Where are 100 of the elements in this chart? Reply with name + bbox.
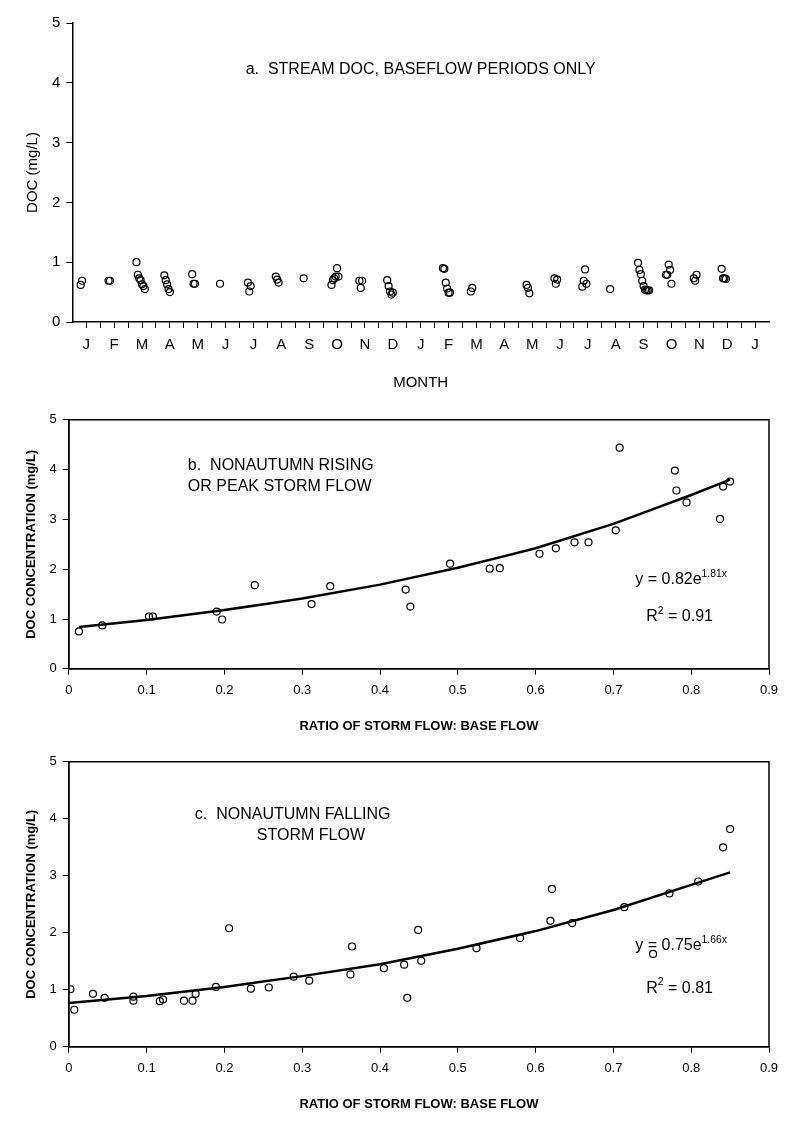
- x-tick-label: 0.8: [682, 682, 701, 698]
- x-tick-label: 0.3: [293, 1060, 312, 1076]
- point: [547, 884, 557, 894]
- x-tick-label: 0.4: [370, 682, 390, 698]
- point: [148, 612, 157, 621]
- point: [635, 265, 644, 275]
- point: [665, 889, 674, 898]
- y-tick-label: 4: [49, 461, 57, 477]
- point: [305, 976, 314, 985]
- point: [546, 916, 555, 925]
- point: [179, 996, 189, 1005]
- point: [553, 275, 562, 284]
- point: [132, 258, 141, 267]
- point: [551, 279, 560, 288]
- point: [356, 283, 365, 293]
- x-tick-label: A: [499, 335, 510, 353]
- point: [715, 514, 725, 523]
- point: [327, 280, 336, 290]
- x-tick-label: 0.7: [604, 682, 623, 698]
- x-tick-label: S: [304, 335, 315, 353]
- point: [403, 993, 412, 1002]
- x-tick-label: M: [525, 335, 539, 353]
- point: [384, 282, 393, 291]
- y-tick-label: 1: [49, 981, 57, 997]
- point: [485, 564, 494, 573]
- point: [664, 260, 673, 269]
- point: [620, 903, 629, 912]
- point: [98, 621, 107, 630]
- x-axis-title: MONTH: [393, 373, 449, 391]
- point: [161, 276, 170, 285]
- point: [578, 282, 587, 291]
- y-axis-title: DOC CONCENTRATION (mg/L): [23, 449, 39, 639]
- point: [726, 477, 735, 486]
- point: [211, 982, 220, 992]
- x-tick-label: J: [82, 335, 91, 353]
- point: [379, 964, 389, 973]
- point: [100, 993, 109, 1002]
- point: [74, 627, 84, 636]
- x-tick-label: N: [693, 335, 705, 353]
- x-tick-label: O: [665, 335, 678, 353]
- x-tick-label: J: [221, 335, 230, 353]
- x-tick-label: 0.7: [604, 1060, 623, 1076]
- x-tick-label: M: [135, 335, 149, 353]
- point: [307, 599, 316, 609]
- point: [495, 564, 504, 573]
- y-axis-title: DOC (mg/L): [23, 132, 41, 213]
- x-tick-label: D: [721, 335, 733, 353]
- point: [719, 843, 728, 852]
- point: [155, 997, 164, 1006]
- point: [522, 280, 531, 290]
- point: [406, 602, 415, 611]
- x-tick-label: M: [470, 335, 483, 353]
- point: [158, 995, 168, 1004]
- point: [611, 526, 620, 535]
- point: [246, 282, 255, 291]
- point: [188, 270, 197, 279]
- point: [445, 559, 455, 568]
- point: [636, 270, 645, 279]
- x-tick-label: J: [249, 335, 258, 353]
- x-tick-label: M: [191, 335, 204, 353]
- point: [245, 287, 254, 296]
- point: [188, 996, 197, 1005]
- y-tick-label: 0: [52, 312, 61, 330]
- x-tick-label: D: [387, 335, 399, 353]
- point: [682, 498, 691, 507]
- y-tick-label: 3: [49, 510, 57, 526]
- point: [692, 270, 701, 279]
- x-tick-label: J: [751, 335, 759, 353]
- point: [358, 276, 367, 285]
- x-tick-label: 0.1: [137, 682, 156, 698]
- point: [584, 538, 593, 547]
- point: [76, 280, 85, 290]
- x-tick-label: 0.5: [448, 682, 467, 698]
- point: [289, 972, 298, 981]
- point: [441, 278, 450, 287]
- point: [162, 280, 172, 289]
- x-tick-label: J: [416, 335, 425, 353]
- x-tick-label: F: [109, 335, 119, 353]
- point: [694, 877, 703, 886]
- y-tick-label: 2: [52, 192, 61, 210]
- point: [383, 276, 392, 285]
- point: [217, 615, 227, 624]
- x-tick-label: 0.8: [682, 1060, 701, 1076]
- point: [535, 549, 544, 558]
- point: [606, 285, 615, 294]
- point: [347, 942, 357, 951]
- x-tick-label: 0.6: [526, 1060, 545, 1076]
- y-tick-label: 5: [49, 411, 57, 427]
- point: [264, 983, 273, 992]
- point: [717, 264, 726, 273]
- point: [273, 275, 282, 284]
- x-tick-label: A: [276, 335, 287, 353]
- y-tick-label: 3: [49, 867, 57, 883]
- x-tick-label: N: [359, 335, 371, 353]
- x-tick-label: 0: [65, 682, 73, 698]
- y-tick-label: 1: [52, 252, 61, 270]
- x-axis-title: RATIO OF STORM FLOW: BASE FLOW: [299, 717, 540, 733]
- point: [719, 482, 728, 491]
- y-tick-label: 0: [49, 660, 57, 676]
- point: [215, 279, 225, 288]
